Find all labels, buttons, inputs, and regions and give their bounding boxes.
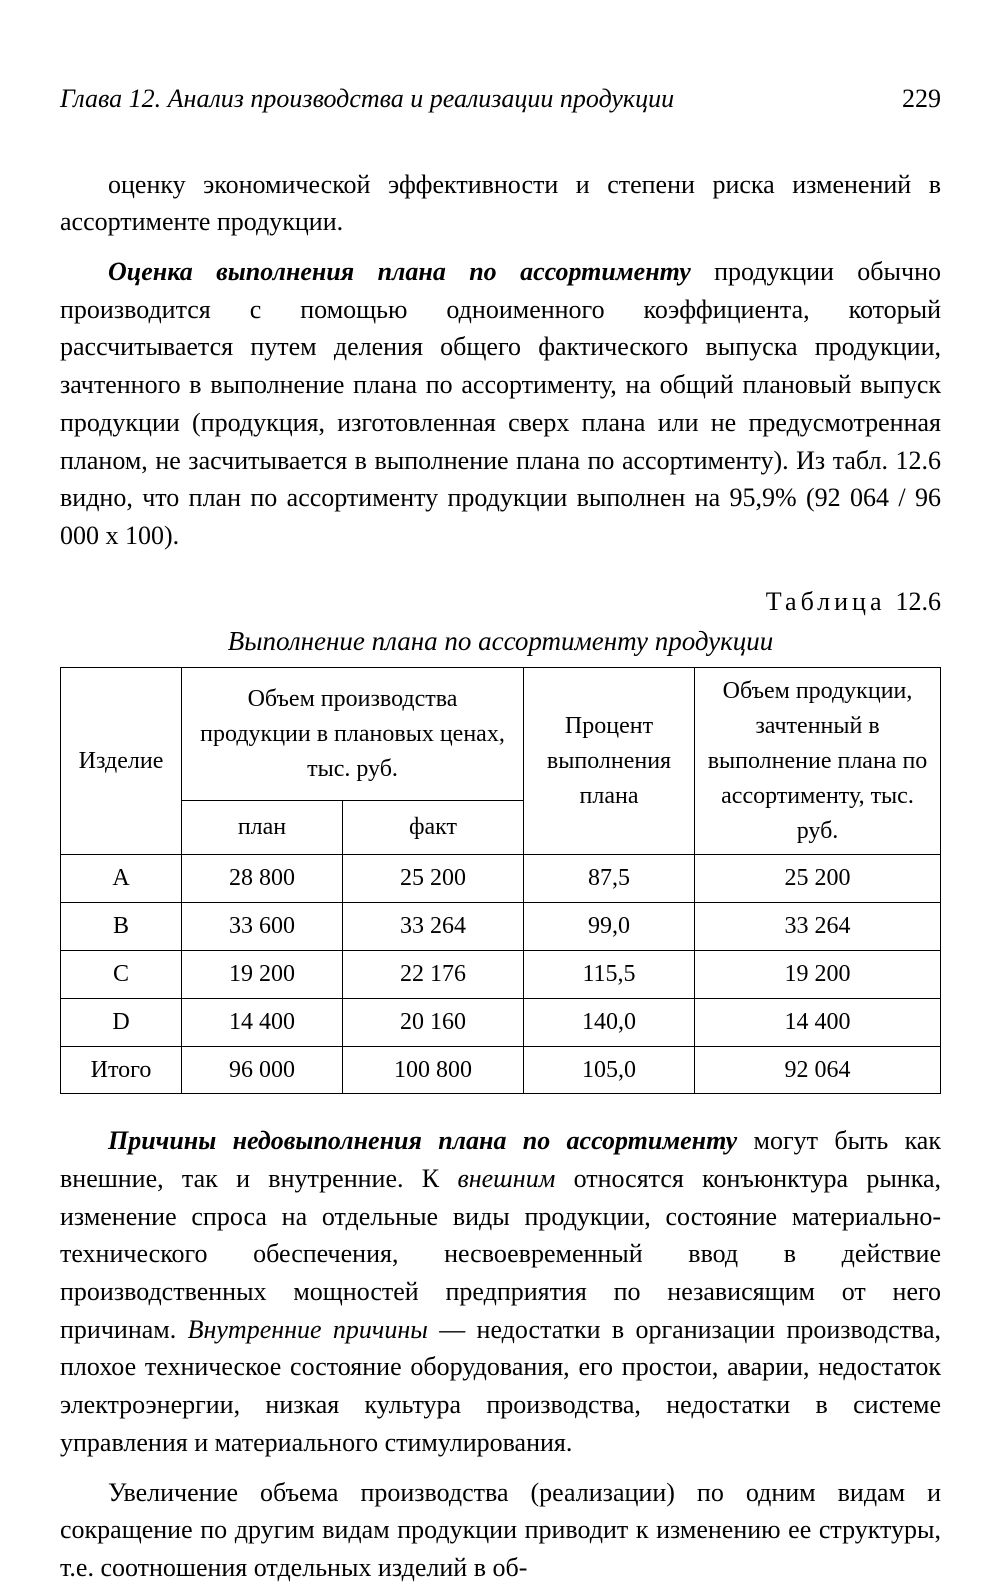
cell-prod: A [61, 855, 182, 903]
para2-lead: Оценка выполнения плана по ассортименту [108, 257, 691, 286]
table-label: Таблица 12.6 [60, 583, 941, 621]
page-number: 229 [902, 80, 941, 118]
cell-pct: 115,5 [524, 950, 695, 998]
paragraph-1: оценку экономической эффективности и сте… [60, 166, 941, 241]
chapter-title: Глава 12. Анализ производства и реализац… [60, 80, 674, 118]
cell-fact: 20 160 [343, 998, 524, 1046]
cell-plan: 19 200 [182, 950, 343, 998]
cell-plan: 33 600 [182, 903, 343, 951]
cell-prod: D [61, 998, 182, 1046]
table-row: A 28 800 25 200 87,5 25 200 [61, 855, 941, 903]
assortment-table: Изделие Объем производства продукции в п… [60, 667, 941, 1094]
para3-lead: Причины недовыполнения плана по ассортим… [108, 1126, 737, 1155]
table-caption: Выполнение плана по ассортименту продукц… [60, 622, 941, 661]
table-row: B 33 600 33 264 99,0 33 264 [61, 903, 941, 951]
cell-pct: 87,5 [524, 855, 695, 903]
table-head: Изделие Объем производства продукции в п… [61, 668, 941, 855]
cell-prod: B [61, 903, 182, 951]
cell-prod: C [61, 950, 182, 998]
running-header: Глава 12. Анализ производства и реализац… [60, 80, 941, 118]
cell-fact: 22 176 [343, 950, 524, 998]
col-fact: факт [343, 801, 524, 855]
table-row: D 14 400 20 160 140,0 14 400 [61, 998, 941, 1046]
cell-credited: 14 400 [695, 998, 941, 1046]
para3-em1: внешним [457, 1164, 555, 1193]
col-percent: Процент выполнения плана [524, 668, 695, 855]
table-total-row: Итого 96 000 100 800 105,0 92 064 [61, 1046, 941, 1094]
cell-credited: 92 064 [695, 1046, 941, 1094]
table-body: A 28 800 25 200 87,5 25 200 B 33 600 33 … [61, 855, 941, 1094]
cell-fact: 25 200 [343, 855, 524, 903]
table-label-word: Таблица [766, 587, 886, 616]
para2-rest: продукции обычно производится с помощью … [60, 257, 941, 550]
cell-credited: 25 200 [695, 855, 941, 903]
col-plan: план [182, 801, 343, 855]
cell-pct: 140,0 [524, 998, 695, 1046]
cell-plan: 14 400 [182, 998, 343, 1046]
col-credited: Объем продукции, зачтенный в выполнение … [695, 668, 941, 855]
cell-credited: 19 200 [695, 950, 941, 998]
table-row: C 19 200 22 176 115,5 19 200 [61, 950, 941, 998]
table-label-number: 12.6 [896, 587, 942, 616]
cell-pct: 105,0 [524, 1046, 695, 1094]
para3-em2: Внутренние причины [188, 1315, 428, 1344]
paragraph-4: Увеличение объема производства (реализац… [60, 1474, 941, 1587]
cell-prod: Итого [61, 1046, 182, 1094]
paragraph-3: Причины недовыполнения плана по ассортим… [60, 1122, 941, 1461]
cell-credited: 33 264 [695, 903, 941, 951]
paragraph-2: Оценка выполнения плана по ассортименту … [60, 253, 941, 555]
cell-plan: 28 800 [182, 855, 343, 903]
col-product: Изделие [61, 668, 182, 855]
cell-plan: 96 000 [182, 1046, 343, 1094]
cell-pct: 99,0 [524, 903, 695, 951]
col-volume-group: Объем производства продукции в плановых … [182, 668, 524, 801]
cell-fact: 100 800 [343, 1046, 524, 1094]
page: Глава 12. Анализ производства и реализац… [0, 0, 1001, 1503]
cell-fact: 33 264 [343, 903, 524, 951]
table-header-row-1: Изделие Объем производства продукции в п… [61, 668, 941, 801]
